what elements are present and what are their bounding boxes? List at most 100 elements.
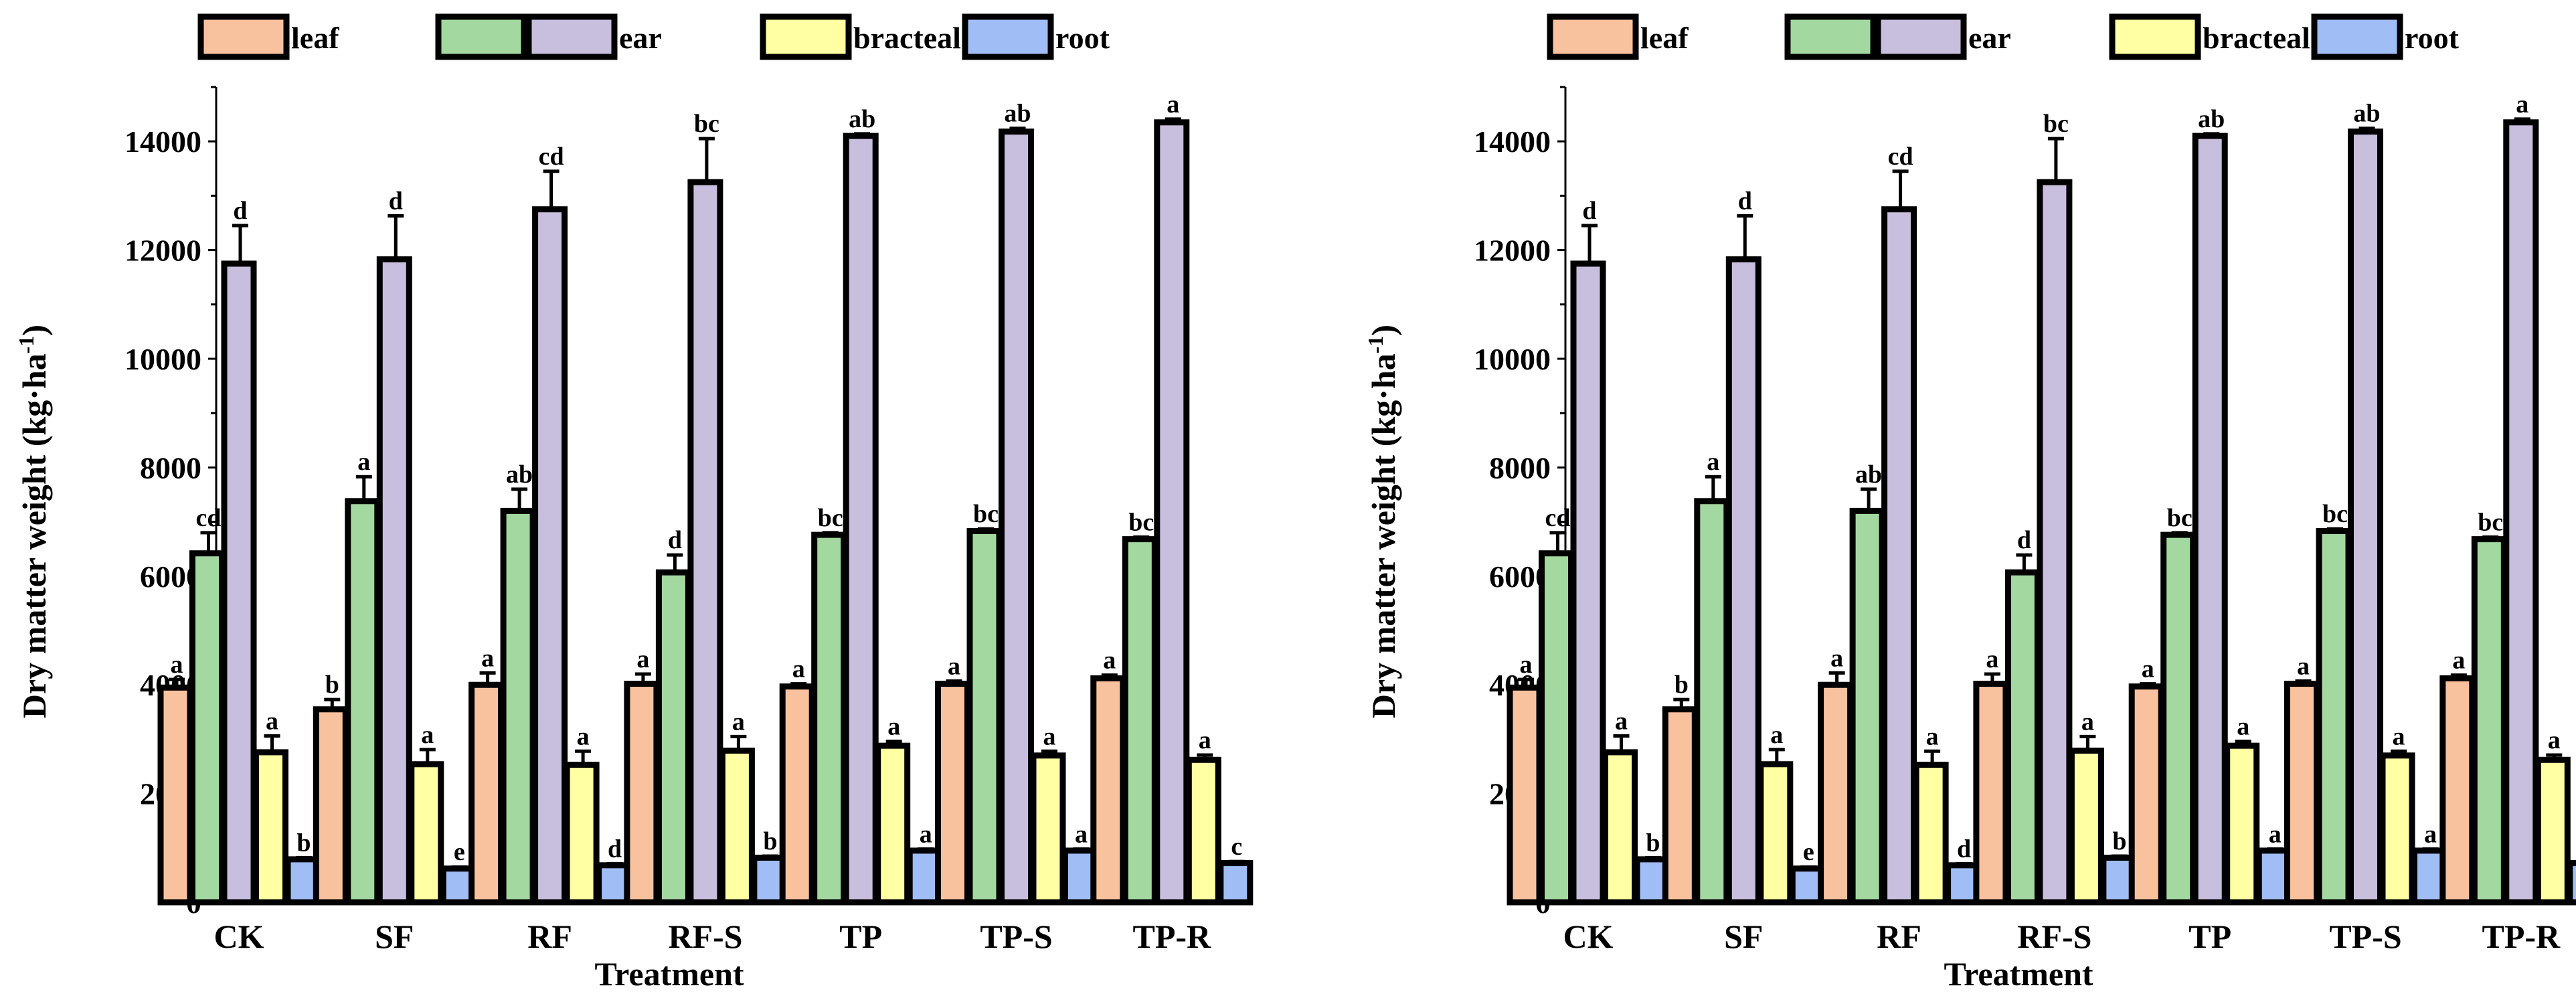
bar-stem: [655, 569, 691, 906]
y-tick-label: 10000: [1474, 342, 1551, 376]
significance-letter: b: [1675, 671, 1689, 699]
bar-bracteal-leaf: [719, 747, 755, 906]
legend-swatch-overlay-bracteal-leaf: [2109, 13, 2201, 60]
significance-letter: a: [2269, 820, 2282, 848]
legend-swatch-leaf: [197, 13, 290, 60]
significance-letter: b: [296, 829, 311, 857]
bar-ear: [532, 206, 568, 906]
category-label: TP: [2188, 918, 2231, 955]
category-label: SF: [375, 918, 414, 955]
significance-letter: a: [2452, 647, 2465, 675]
significance-letter: a: [920, 820, 932, 848]
significance-letter: a: [1770, 721, 1783, 749]
significance-letter: bc: [973, 500, 999, 528]
category-label: TP-S: [2329, 918, 2401, 955]
significance-letter: ab: [1004, 100, 1031, 128]
bar-ear: [1725, 256, 1762, 906]
bar-bracteal-leaf: [564, 762, 600, 906]
y-tick-label: 14000: [124, 124, 201, 159]
bar-stem: [2471, 536, 2507, 906]
significance-letter: a: [948, 653, 960, 681]
significance-letter: cd: [1545, 504, 1571, 532]
y-tick-label: 12000: [124, 234, 201, 268]
significance-letter: a: [1986, 645, 1998, 673]
bar-root: [2567, 860, 2576, 906]
legend-swatch-overlay-root: [2311, 13, 2403, 60]
significance-letter: cd: [1888, 143, 1913, 171]
bar-leaf: [157, 684, 193, 906]
bar-leaf: [1662, 706, 1698, 906]
significance-letter: a: [2081, 707, 2094, 736]
bar-root: [906, 847, 942, 906]
bar-stem: [811, 531, 847, 906]
significance-letter: a: [1520, 651, 1533, 679]
significance-letter: a: [1043, 722, 1056, 750]
bar-bracteal-leaf: [253, 749, 288, 906]
bar-root: [1945, 862, 1981, 906]
significance-letter: bc: [1128, 508, 1154, 536]
significance-letter: a: [732, 707, 745, 736]
significance-letter: ab: [506, 461, 533, 489]
bar-leaf: [2128, 683, 2164, 906]
significance-letter: a: [1167, 90, 1179, 118]
bar-stem: [1122, 536, 1158, 906]
legend-label-leaf: leaf: [1640, 21, 1689, 55]
significance-letter: ab: [1855, 461, 1882, 489]
category-label: RF-S: [2017, 918, 2091, 955]
bar-stem: [966, 527, 1003, 906]
bar-stem: [1694, 498, 1730, 906]
y-axis-label: Dry matter weight (kg·ha-1): [1363, 325, 1402, 718]
legend-swatch-overlay-ear: [1875, 13, 1967, 60]
category-label: TP: [839, 918, 882, 955]
bar-ear: [2503, 119, 2539, 906]
bar-bracteal-leaf: [2224, 742, 2260, 906]
significance-letter: ab: [849, 105, 875, 133]
legend-swatch-overlay-stem: [1784, 13, 1877, 60]
bar-stem: [189, 550, 225, 906]
bar-leaf: [2284, 681, 2320, 906]
significance-letter: a: [792, 655, 805, 683]
significance-letter: a: [357, 448, 370, 476]
significance-letter: a: [2237, 713, 2249, 741]
significance-letter: a: [1830, 644, 1843, 672]
significance-letter: e: [1803, 838, 1814, 866]
significance-letter: bc: [2043, 110, 2069, 138]
significance-letter: ab: [2353, 100, 2380, 128]
significance-letter: e: [454, 838, 465, 866]
bar-root: [2100, 854, 2136, 906]
significance-letter: a: [1707, 448, 1719, 476]
significance-letter: d: [389, 187, 403, 215]
significance-letter: b: [325, 671, 339, 699]
bar-ear: [2192, 133, 2228, 906]
bar-root: [2255, 847, 2292, 906]
significance-letter: c: [1231, 833, 1242, 861]
significance-letter: cd: [196, 504, 222, 532]
bar-root: [751, 854, 787, 906]
significance-letter: b: [763, 827, 777, 855]
bar-root: [1789, 865, 1825, 906]
bar-stem: [1539, 550, 1574, 906]
significance-letter: a: [2516, 90, 2528, 118]
significance-letter: a: [2393, 722, 2405, 750]
bar-leaf: [1090, 675, 1126, 906]
category-label: RF: [527, 918, 572, 955]
y-tick-label: 12000: [1474, 234, 1551, 268]
y-tick-label: 8000: [1489, 450, 1551, 485]
significance-letter: a: [1926, 722, 1939, 750]
legend-label-ear: ear: [1968, 21, 2011, 55]
bar-ear: [2037, 179, 2073, 906]
significance-letter: d: [668, 526, 682, 554]
bar-leaf: [2439, 675, 2476, 906]
bar-bracteal-leaf: [2379, 752, 2415, 906]
category-label: CK: [1563, 918, 1614, 955]
bar-root: [284, 856, 321, 906]
significance-letter: a: [2297, 653, 2310, 681]
significance-letter: a: [266, 707, 278, 736]
bar-leaf: [779, 683, 815, 906]
category-label: TP-R: [2482, 918, 2561, 955]
bar-ear: [843, 133, 879, 906]
bar-root: [1062, 847, 1098, 906]
significance-letter: bc: [2322, 500, 2348, 528]
